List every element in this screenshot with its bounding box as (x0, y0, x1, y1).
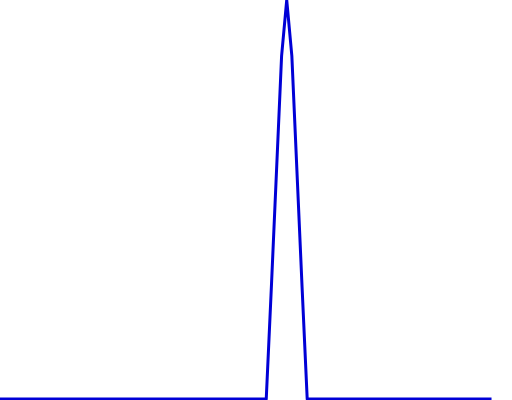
series-layer (0, 0, 492, 400)
series-line-0 (0, 0, 492, 400)
